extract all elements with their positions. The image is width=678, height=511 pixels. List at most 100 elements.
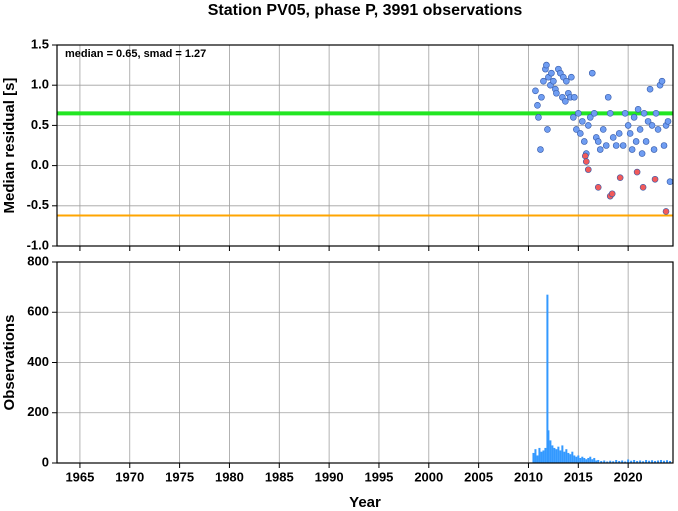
point (534, 102, 541, 109)
bar (583, 457, 586, 463)
bar (666, 460, 669, 463)
point (568, 73, 575, 81)
point (662, 208, 670, 215)
point (532, 87, 539, 95)
bar (589, 456, 592, 463)
bar (612, 461, 615, 463)
bar (563, 451, 566, 463)
point (640, 110, 648, 117)
point (658, 77, 666, 85)
bar (651, 460, 654, 463)
bar (540, 451, 543, 463)
bar (630, 460, 633, 463)
x-axis-label: Year (349, 494, 381, 511)
bar (532, 452, 535, 463)
point (586, 114, 594, 121)
x-tick-label: 2015 (564, 469, 593, 484)
point (602, 142, 610, 149)
bar (585, 459, 588, 463)
bar (636, 460, 639, 463)
bar (581, 456, 584, 463)
point (588, 69, 596, 77)
x-tick-label: 2020 (614, 469, 643, 484)
bar (538, 447, 541, 463)
x-tick-label: 1995 (364, 469, 393, 484)
point (634, 106, 642, 113)
point (582, 158, 590, 165)
bar (557, 446, 560, 463)
point (650, 146, 658, 153)
point (594, 184, 602, 191)
point (594, 138, 602, 145)
point (633, 168, 641, 176)
point (609, 134, 617, 141)
bar (618, 460, 621, 463)
point (621, 110, 629, 117)
point (654, 126, 662, 133)
bar (603, 460, 606, 463)
point (648, 122, 656, 129)
bar (571, 451, 574, 463)
point (538, 93, 545, 101)
point (606, 110, 614, 117)
point (636, 126, 644, 133)
point (540, 77, 547, 85)
point (615, 130, 623, 137)
bar (624, 461, 627, 463)
point (570, 114, 577, 121)
point (646, 85, 654, 93)
bar (555, 449, 558, 463)
bar (534, 449, 537, 463)
y-axis-label: Observations (1, 315, 18, 411)
y-tick-label: -0.5 (27, 197, 49, 212)
point (537, 146, 544, 153)
point (544, 126, 551, 133)
point (563, 77, 570, 85)
point (666, 178, 674, 185)
point (573, 126, 580, 133)
point (642, 138, 650, 145)
bar (600, 460, 603, 463)
plot-frame (56, 261, 674, 464)
bar (587, 457, 590, 463)
bar (575, 456, 578, 463)
bar (536, 455, 539, 463)
bar (639, 460, 642, 463)
x-tick-label: 2000 (414, 469, 443, 484)
y-tick-label: 600 (27, 304, 49, 319)
y-tick-label: 1.5 (31, 36, 49, 51)
point (619, 142, 627, 149)
point (652, 110, 660, 117)
point (550, 77, 557, 85)
bar (561, 445, 564, 463)
bar (627, 459, 630, 463)
bar (553, 447, 556, 463)
bar (669, 460, 672, 463)
bar (579, 457, 582, 463)
bar (606, 461, 609, 463)
point (626, 130, 634, 137)
y-tick-label: 0.0 (31, 157, 49, 172)
y-tick-label: 200 (27, 404, 49, 419)
bar (549, 440, 552, 463)
bar (546, 294, 549, 463)
bar (642, 461, 645, 463)
point (590, 110, 598, 117)
bar (569, 454, 572, 463)
point (660, 142, 668, 149)
bar (593, 457, 596, 463)
bar (577, 455, 580, 463)
bar (565, 449, 568, 463)
point (584, 122, 592, 129)
bar (621, 460, 624, 463)
bar (591, 459, 594, 463)
x-tick-label: 1990 (315, 469, 344, 484)
bar (547, 430, 550, 463)
point (624, 122, 632, 129)
point (596, 146, 604, 153)
x-tick-label: 2010 (514, 469, 543, 484)
point (580, 138, 588, 145)
bar (648, 460, 651, 463)
point (571, 93, 578, 101)
bar (609, 460, 612, 463)
